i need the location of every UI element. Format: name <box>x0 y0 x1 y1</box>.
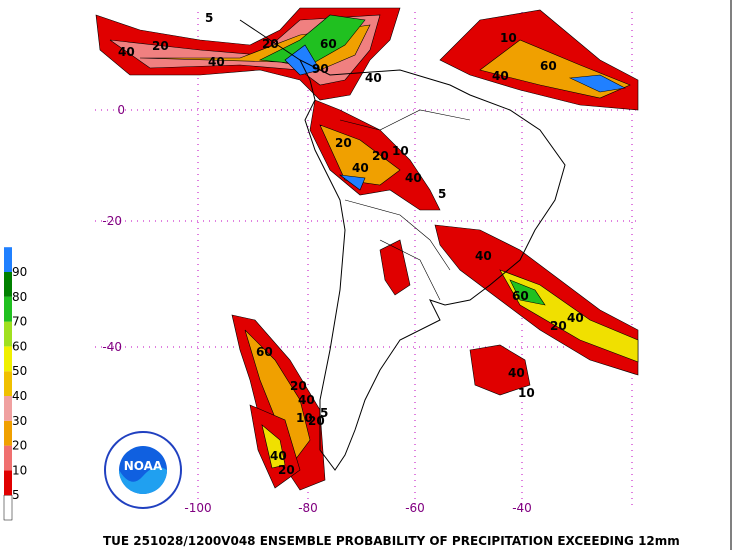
legend-swatch <box>4 346 12 372</box>
contour-label: 40 <box>208 55 225 69</box>
contour-label: 10 <box>392 144 409 158</box>
legend-label: 40 <box>12 389 27 403</box>
legend-label: 60 <box>12 339 27 353</box>
contour-label: 60 <box>512 289 529 303</box>
footer-title: TUE 251028/1200V048 ENSEMBLE PROBABILITY… <box>103 534 680 548</box>
contour-label: 40 <box>492 69 509 83</box>
contour-label: 40 <box>118 45 135 59</box>
legend-label: 70 <box>12 315 27 329</box>
lon-label: -100 <box>184 501 211 515</box>
contour-label: 40 <box>508 366 525 380</box>
precip-area <box>244 329 311 461</box>
legend-swatch <box>3 494 13 521</box>
contour-label: 5 <box>320 406 328 420</box>
contour-label: 10 <box>500 31 517 45</box>
lon-label: -40 <box>512 501 532 515</box>
contour-label: 40 <box>298 393 315 407</box>
legend-label: 5 <box>12 488 20 502</box>
contour-label: 20 <box>152 39 169 53</box>
contour-label: 40 <box>475 249 492 263</box>
lat-label: 0 <box>117 103 125 117</box>
contour-label: 60 <box>256 345 273 359</box>
legend-label: 50 <box>12 364 27 378</box>
noaa-logo: NOAA <box>104 431 182 509</box>
contour-label: 20 <box>335 136 352 150</box>
precip-area <box>319 124 401 186</box>
contour-label: 60 <box>540 59 557 73</box>
contour-label: 90 <box>312 62 329 76</box>
lon-label: -60 <box>405 501 425 515</box>
contour-label: 20 <box>308 414 325 428</box>
logo-text: NOAA <box>124 459 163 473</box>
legend-swatch <box>4 470 12 496</box>
legend-swatch <box>4 445 12 471</box>
legend-swatch <box>4 420 12 446</box>
legend: 5 10 20 30 40 50 60 70 80 90 <box>3 247 27 521</box>
contour-label: 10 <box>518 386 535 400</box>
contour-label: 40 <box>352 161 369 175</box>
coastline <box>239 19 566 471</box>
lat-label: -40 <box>102 340 122 354</box>
precip-area <box>261 424 286 469</box>
contour-label: 5 <box>438 187 446 201</box>
contour-label: 40 <box>567 311 584 325</box>
contour-label: 20 <box>278 463 295 477</box>
legend-label: 30 <box>12 414 27 428</box>
contour-labels: 40 20 40 60 20 40 10 5 60 40 20 40 10 40… <box>118 11 584 477</box>
legend-label: 20 <box>12 439 27 453</box>
precip-area <box>338 174 366 191</box>
borders <box>339 109 471 301</box>
contour-label: 20 <box>290 379 307 393</box>
contour-label: 40 <box>405 171 422 185</box>
precip-areas <box>95 7 639 491</box>
legend-label: 90 <box>12 265 27 279</box>
legend-label: 10 <box>12 463 27 477</box>
precip-area <box>469 344 531 396</box>
lon-label: -80 <box>298 501 318 515</box>
contour-label: 10 <box>296 411 313 425</box>
contour-label: 20 <box>372 149 389 163</box>
contour-label: 60 <box>320 37 337 51</box>
precip-area <box>379 239 411 296</box>
legend-swatch <box>4 396 12 421</box>
legend-label: 80 <box>12 290 27 304</box>
precip-area <box>509 279 546 306</box>
contour-label: 5 <box>205 11 213 25</box>
contour-label: 20 <box>550 319 567 333</box>
legend-swatch <box>4 272 12 297</box>
legend-swatch <box>4 296 12 322</box>
lat-label: -20 <box>102 214 122 228</box>
legend-swatch <box>4 247 12 272</box>
legend-swatch <box>4 321 12 347</box>
precip-area <box>568 74 626 93</box>
contour-label: 20 <box>262 37 279 51</box>
contour-label: 40 <box>365 71 382 85</box>
legend-swatch <box>4 371 12 396</box>
contour-label: 40 <box>270 449 287 463</box>
